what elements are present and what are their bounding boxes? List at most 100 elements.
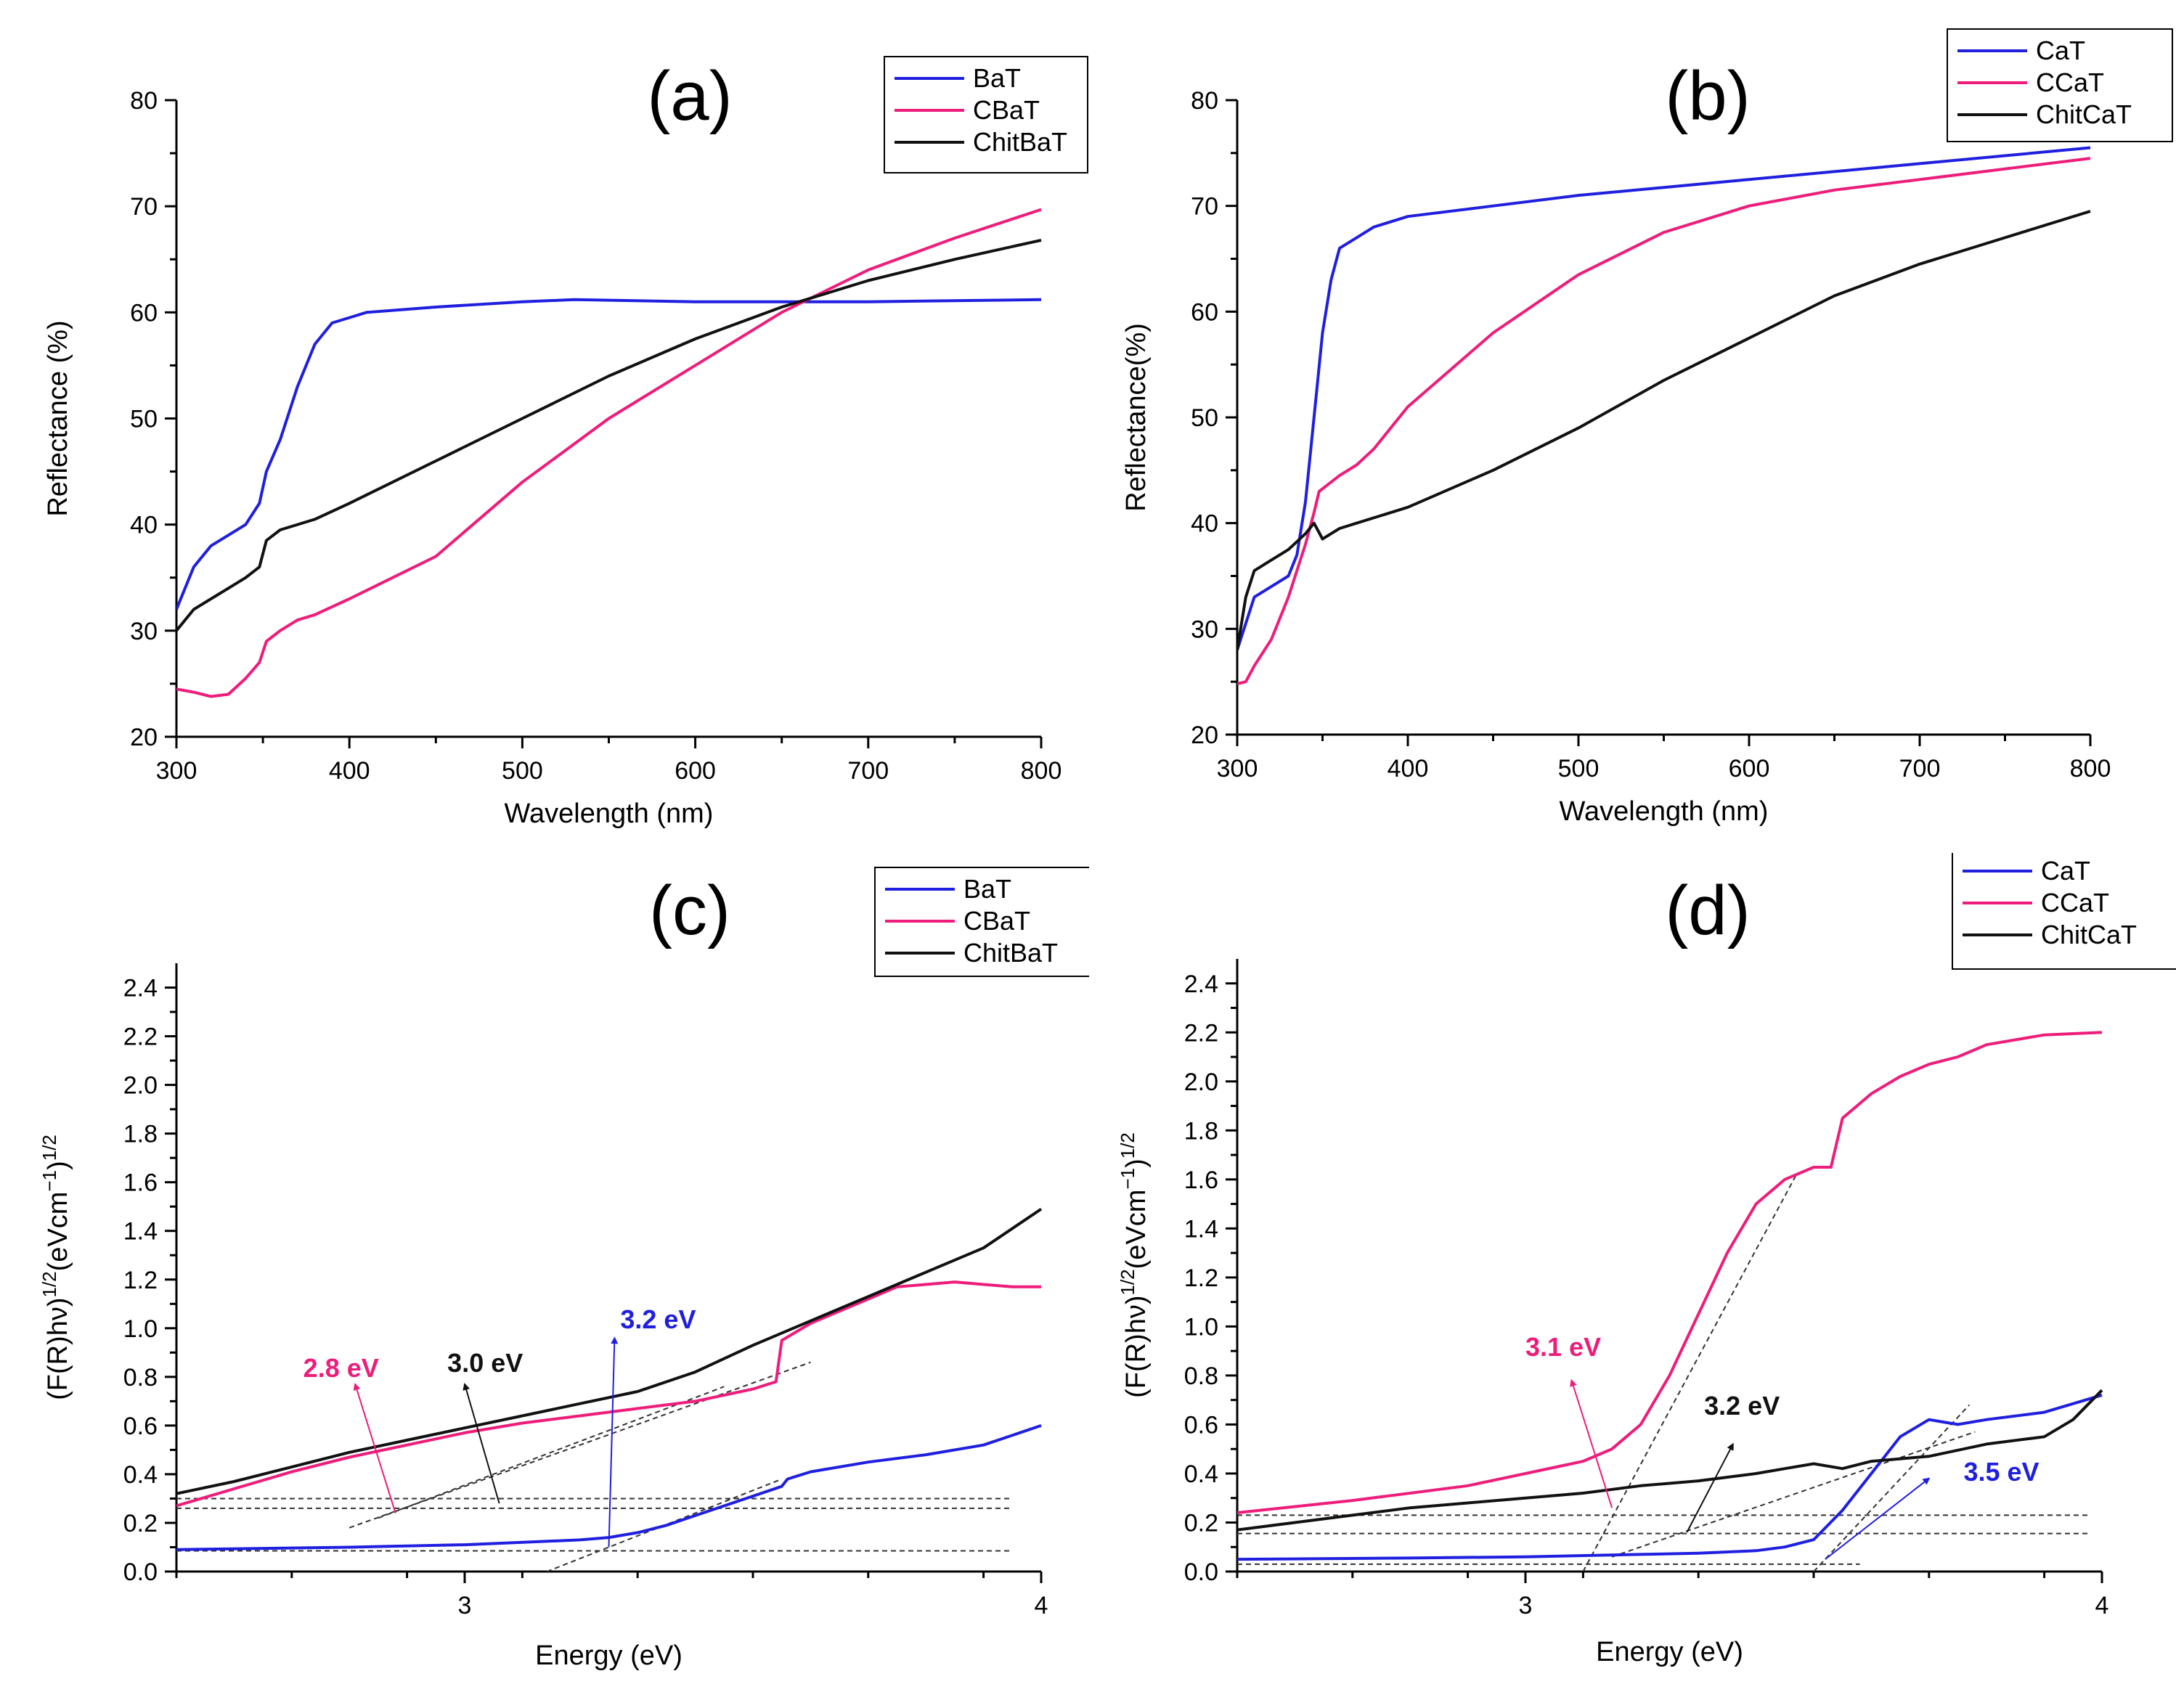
y-tick-label: 1.2 [123,1267,158,1294]
y-tick-label: 30 [1191,616,1218,643]
y-axis-title-part: 1/2 [38,1135,60,1161]
tangent-fit-line [349,1361,811,1529]
y-tick-label: 1.4 [123,1218,158,1246]
panel-d: 0.0 0.2 0.4 0.6 0.8 1.0 1.2 1.4 1.6 1.8 2.0 2.2 2.4 3… [1087,853,2176,1708]
chart-d: 0.0 0.2 0.4 0.6 0.8 1.0 1.2 1.4 1.6 1.8 2.0 2.2 2.4 3… [1117,853,2176,1667]
y-tick-label: 60 [1191,298,1218,326]
y-axis-title: Reflectance (%) [43,320,73,516]
tangent-fit-line [1813,1404,1971,1572]
x-axis-title: Wavelength (nm) [1560,796,1769,827]
series-line-cbat [176,208,1042,698]
series-line-chitcat [1237,1389,2103,1532]
y-tick-label: 0.2 [123,1510,158,1537]
y-axis-title: Reflectance(%) [1121,323,1152,512]
y-axis-title-part: (F(R)hν) [43,1298,73,1400]
annotation-arrow [1686,1442,1734,1533]
y-tick-label: 80 [1191,87,1218,115]
legend-label: CCaT [2041,888,2109,918]
series-line-ccat [1237,1031,2103,1514]
y-tick-label: 2.0 [1184,1068,1218,1096]
legend-label: BaT [973,63,1021,93]
y-tick-label: 2.2 [123,1023,158,1051]
series-line-cbat [176,1280,1041,1508]
x-tick-label: 3 [458,1592,472,1619]
x-tick-label: 400 [1387,755,1429,783]
y-tick-label: 0.8 [123,1364,158,1392]
x-tick-label: 4 [2095,1592,2109,1619]
x-tick-label: 500 [502,757,543,785]
tangent-fit-line [1611,1431,1976,1558]
annotation-arrow [462,1382,500,1504]
x-tick-label: 700 [1899,755,1941,783]
y-tick-label: 40 [130,512,158,539]
series-line-ccat [1237,157,2091,686]
y-tick-label: 1.6 [1184,1166,1218,1194]
y-axis-title: (F(R)hν)1/2(eVcm−1)1/2 [38,1135,73,1400]
y-axis-title: (F(R)hν)1/2(eVcm−1)1/2 [1117,1132,1152,1398]
y-tick-label: 1.0 [123,1315,158,1343]
y-tick-label: 0.2 [1184,1509,1218,1537]
y-axis-title-part: 1/2 [1117,1132,1138,1159]
y-axis-title-part: −1 [1117,1168,1138,1190]
series-line-chitcat [1237,210,2091,650]
x-axis-title: Energy (eV) [1596,1637,1743,1667]
legend-label: ChitBaT [973,127,1067,157]
y-tick-label: 20 [130,724,158,751]
annotation-arrow [1570,1378,1613,1508]
y-tick-label: 1.8 [1184,1117,1218,1145]
y-axis-title-part: ) [1121,1159,1152,1168]
y-tick-label: 30 [130,618,158,645]
x-tick-label: 300 [156,757,197,785]
legend-label: CCaT [2036,68,2104,97]
band-gap-label: 2.8 eV [303,1353,379,1383]
x-tick-label: 600 [1729,755,1770,783]
chart-a: 20 30 40 50 60 70 80 300 400 500 600 700 800 Waveleng… [43,56,1088,829]
x-tick-label: 800 [2070,755,2111,783]
legend-label: BaT [963,874,1011,904]
annotation-arrow [1825,1477,1931,1560]
band-gap-label: 3.5 eV [1963,1457,2039,1487]
y-tick-label: 80 [130,87,158,115]
y-tick-label: 40 [1191,510,1218,538]
legend-label: ChitCaT [2041,920,2137,949]
y-tick-label: 1.6 [123,1169,158,1197]
x-tick-label: 500 [1558,755,1600,783]
panel-title: (b) [1665,57,1750,135]
x-tick-label: 4 [1035,1592,1048,1619]
x-tick-label: 300 [1217,755,1258,783]
panel-title: (a) [647,57,732,135]
x-axis-title: Energy (eV) [535,1640,682,1671]
series-line-bat [176,1424,1042,1551]
y-axis-title-part: (eVcm [1121,1190,1152,1270]
y-tick-label: 2.0 [123,1072,158,1100]
y-axis-title-part: (F(R)hν) [1121,1296,1152,1398]
y-tick-label: 2.2 [1184,1019,1218,1047]
x-tick-label: 400 [329,757,370,785]
y-tick-label: 70 [130,193,158,221]
y-tick-label: 0.8 [1184,1362,1218,1390]
y-axis-title-part: (eVcm [43,1192,73,1272]
band-gap-label: 3.2 eV [1704,1391,1780,1421]
y-tick-label: 1.2 [1184,1264,1218,1292]
series-line-chitbat [176,1207,1043,1495]
series-line-cat [1237,1393,2103,1561]
panel-title: (d) [1665,872,1750,949]
y-axis-title-part: 1/2 [1117,1269,1138,1295]
y-tick-label: 1.8 [123,1121,158,1148]
y-tick-label: 0.4 [123,1461,158,1489]
y-tick-label: 20 [1191,722,1218,749]
y-tick-label: 2.4 [123,975,158,1002]
y-axis-title-part: 1/2 [38,1271,60,1297]
panel-title: (c) [649,872,730,949]
y-tick-label: 1.4 [1184,1215,1218,1243]
legend-label: CaT [2036,36,2085,65]
x-tick-label: 800 [1021,757,1062,785]
x-axis-title: Wavelength (nm) [505,798,714,829]
legend-label: ChitCaT [2036,99,2132,129]
legend-label: CaT [2041,856,2090,886]
chart-b: 20 30 40 50 60 70 80 300 400 500 600 700 800 Waveleng… [1121,28,2173,827]
